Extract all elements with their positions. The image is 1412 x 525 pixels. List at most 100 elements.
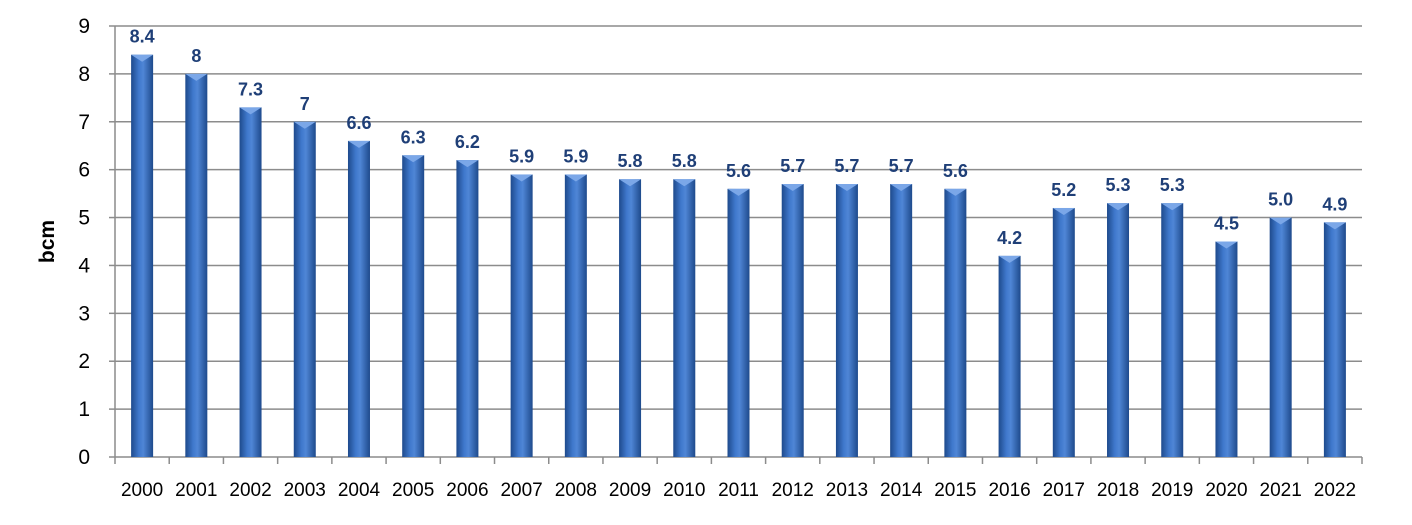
bar (998, 255, 1021, 457)
bar-2007 (510, 174, 533, 457)
bar (835, 184, 858, 458)
x-tick-label: 2004 (338, 480, 381, 501)
y-tick-label: 1 (78, 398, 90, 421)
x-tick-label: 2006 (446, 480, 488, 501)
value-label: 6.3 (401, 127, 426, 147)
x-tick-label: 2000 (121, 480, 163, 501)
bar (673, 179, 696, 457)
bar-cap (293, 121, 316, 129)
bar (456, 160, 479, 458)
x-tick-label: 2017 (1043, 480, 1085, 501)
bar (510, 174, 533, 457)
bar-cap (781, 184, 804, 192)
value-label: 5.2 (1051, 180, 1076, 200)
bar-2012 (781, 184, 804, 458)
bar-cap (1052, 207, 1075, 215)
bar (890, 184, 913, 458)
x-tick-label: 2001 (175, 480, 217, 501)
bar (944, 188, 967, 458)
bar-cap (998, 255, 1021, 263)
bar (1323, 222, 1346, 457)
value-label: 7.3 (238, 79, 263, 99)
bar-cap (131, 54, 154, 62)
bar-cap (239, 107, 262, 115)
x-tick-label: 2005 (392, 480, 434, 501)
bar-2008 (564, 174, 587, 457)
value-label: 5.7 (780, 156, 805, 176)
bar-cap (510, 174, 533, 182)
bar (239, 107, 262, 458)
bar-cap (944, 188, 967, 196)
value-label: 5.9 (563, 146, 588, 166)
x-tick-label: 2018 (1097, 480, 1139, 501)
bar-2013 (835, 184, 858, 458)
bar-2021 (1269, 217, 1292, 457)
x-tick-label: 2021 (1260, 480, 1302, 501)
bar-2010 (673, 179, 696, 457)
y-tick-label: 8 (78, 63, 90, 86)
value-label: 5.9 (509, 146, 534, 166)
bar (1161, 203, 1184, 457)
value-label: 4.9 (1322, 194, 1347, 214)
x-tick-label: 2020 (1205, 480, 1247, 501)
x-tick-label: 2008 (555, 480, 597, 501)
value-label: 5.0 (1268, 190, 1293, 210)
bar (1215, 241, 1238, 457)
value-label: 7 (300, 94, 310, 114)
value-label: 5.8 (618, 151, 643, 171)
bar-2004 (347, 140, 370, 457)
y-tick-label: 3 (78, 302, 90, 325)
x-tick-label: 2007 (500, 480, 542, 501)
bar-2005 (402, 155, 425, 458)
x-tick-label: 2002 (229, 480, 271, 501)
bar (347, 140, 370, 457)
value-label: 5.8 (672, 151, 697, 171)
bar (1052, 207, 1075, 457)
bar-cap (835, 184, 858, 192)
value-label: 4.2 (997, 228, 1022, 248)
bar-cap (564, 174, 587, 182)
x-tick-label: 2011 (718, 480, 759, 501)
bar-cap (727, 188, 750, 196)
bar (564, 174, 587, 457)
y-tick-label: 5 (78, 207, 90, 230)
value-label: 8.4 (130, 27, 155, 47)
value-label: 5.7 (889, 156, 914, 176)
bar-2003 (293, 121, 316, 458)
y-tick-label: 4 (78, 254, 90, 277)
bar-cap (1107, 203, 1130, 211)
value-label: 5.3 (1160, 175, 1185, 195)
x-tick-label: 2022 (1314, 480, 1356, 501)
bar (727, 188, 750, 458)
data-labels: 2000 8.4 2001 8 2002 7.3 2003 7 2004 6.6 2005 6.3 20… (121, 27, 1356, 501)
x-tick-label: 2003 (284, 480, 326, 501)
bar-cap (1269, 217, 1292, 225)
y-tick-label: 2 (78, 350, 90, 373)
bar (1107, 203, 1130, 457)
bar-2011 (727, 188, 750, 458)
x-tick-label: 2016 (988, 480, 1030, 501)
bar-2014 (890, 184, 913, 458)
x-tick-label: 2014 (880, 480, 923, 501)
axes: 0 1 2 3 4 5 6 7 8 9 (78, 15, 1363, 469)
bar (781, 184, 804, 458)
value-label: 4.5 (1214, 214, 1239, 234)
bar-2015 (944, 188, 967, 458)
bar-2018 (1107, 203, 1130, 457)
y-axis-title: bcm (36, 220, 59, 263)
bars (131, 54, 1346, 458)
bar-2020 (1215, 241, 1238, 457)
bar-cap (347, 140, 370, 148)
bar-cap (673, 179, 696, 187)
value-label: 8 (191, 46, 201, 66)
x-tick-label: 2010 (663, 480, 705, 501)
value-label: 5.6 (943, 161, 968, 181)
bar-cap (1215, 241, 1238, 249)
x-tick-label: 2009 (609, 480, 651, 501)
bar-2009 (619, 179, 642, 457)
y-tick-label: 7 (78, 111, 90, 134)
y-tick-label: 6 (78, 159, 90, 182)
bar-2001 (185, 73, 208, 457)
value-label: 6.2 (455, 132, 480, 152)
bar (1269, 217, 1292, 457)
